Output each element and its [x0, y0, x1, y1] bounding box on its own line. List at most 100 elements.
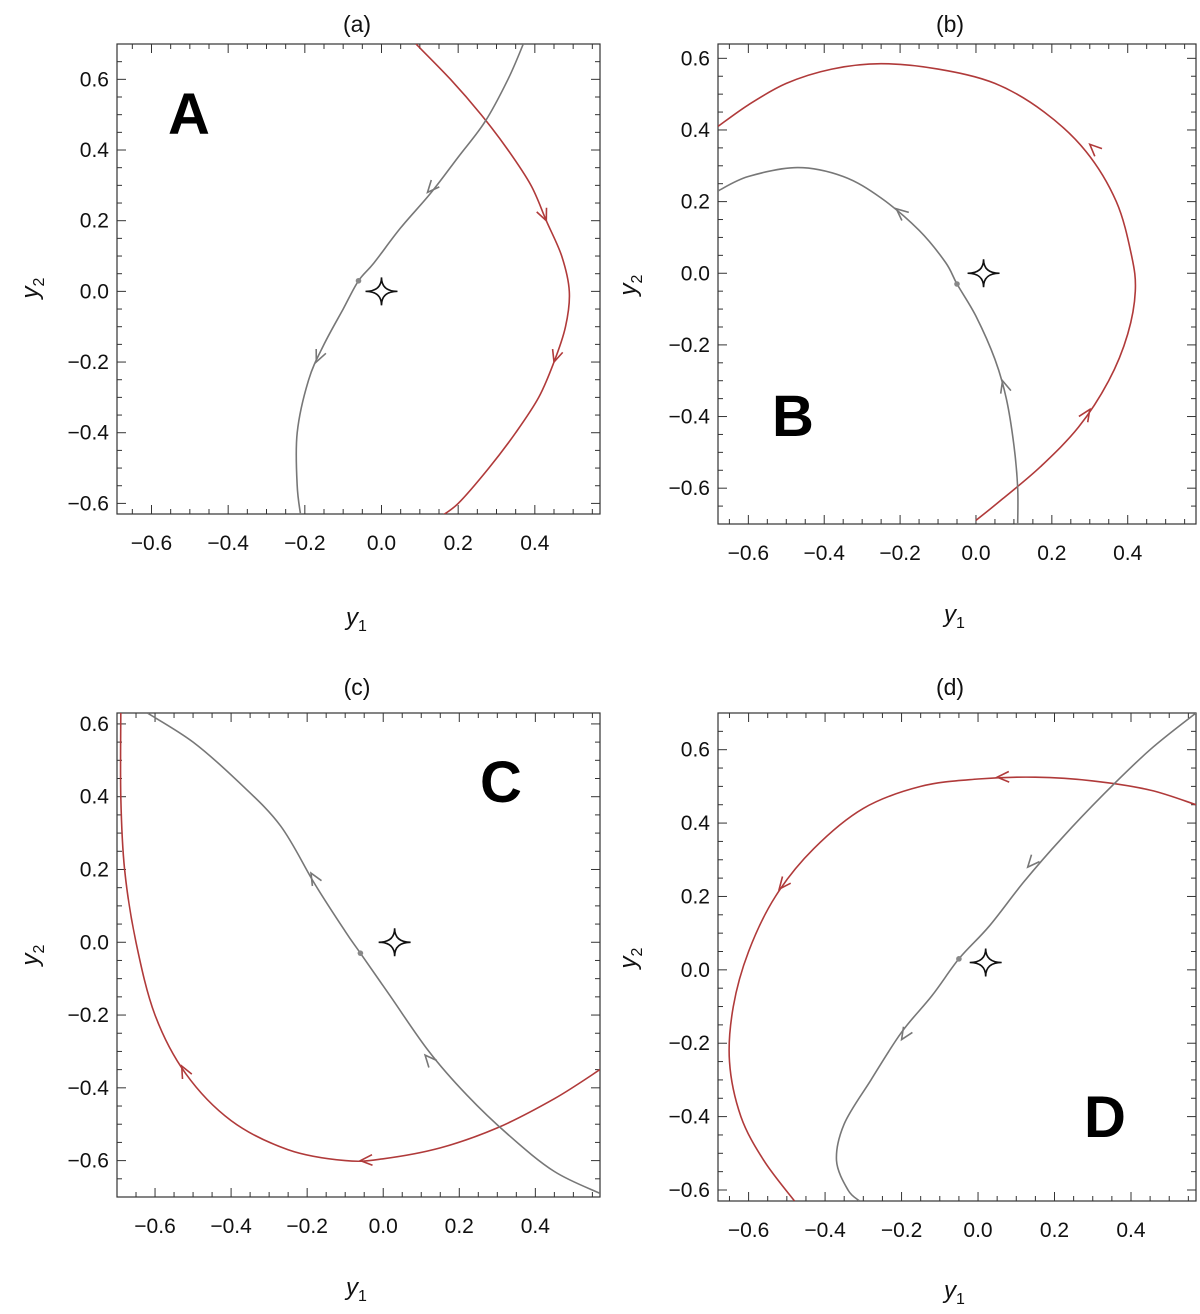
direction-arrow — [894, 207, 910, 221]
panel-d-markers — [956, 948, 1002, 977]
y-tick-label: 0.4 — [681, 119, 711, 142]
y-tick-label: 0.2 — [681, 191, 710, 214]
panel-a-xlabel-text: y — [344, 604, 360, 631]
series-clip-group — [728, 713, 1196, 1201]
y-tick-label: 0.4 — [681, 812, 711, 835]
panel-b: (b) −0.6 −0.4 −0.2 0.0 0.2 0.4 −0.6 −0.4 −0.2 0.… — [615, 11, 1197, 632]
x-tick-label: −0.4 — [210, 1215, 252, 1238]
panel-c-markers — [357, 928, 411, 957]
x-tick-label: 0.2 — [1040, 1219, 1069, 1242]
y-tick-label: 0.6 — [681, 47, 710, 70]
x-tick-label: 0.4 — [521, 1215, 551, 1238]
x-tick-label: 0.4 — [1116, 1219, 1146, 1242]
panel-a-y-ticks: −0.6 −0.4 −0.2 0.0 0.2 0.4 0.6 — [68, 61, 600, 515]
series-line-2 — [835, 713, 1196, 1201]
series-line-2 — [718, 166, 1019, 524]
panel-c-ylabel: y2 — [17, 944, 48, 967]
x-tick-label: −0.6 — [728, 1219, 769, 1242]
direction-arrow — [310, 871, 322, 887]
series-clip-group — [718, 62, 1137, 524]
panel-c-xlabel: y1 — [344, 1274, 367, 1305]
panel-a-xlabel: y1 — [344, 604, 367, 635]
y-tick-label: 0.6 — [80, 713, 109, 736]
series-line-1 — [415, 44, 571, 514]
y-tick-label: −0.2 — [669, 334, 710, 357]
lens-point-marker — [956, 956, 962, 962]
direction-arrow — [1078, 407, 1091, 423]
y-tick-label: −0.4 — [669, 406, 711, 429]
panel-b-series — [718, 62, 1137, 524]
y-tick-label: 0.0 — [80, 931, 109, 954]
panel-d-series — [728, 713, 1196, 1201]
axis-label-subscript: 1 — [956, 615, 965, 632]
y-tick-label: 0.2 — [80, 858, 109, 881]
panel-b-x-ticks: −0.6 −0.4 −0.2 0.0 0.2 0.4 — [728, 44, 1186, 565]
direction-arrow — [180, 1064, 193, 1080]
axis-label-subscript: 1 — [358, 1288, 367, 1305]
axis-label-subscript: 2 — [629, 274, 646, 283]
direction-arrow — [777, 876, 792, 891]
panel-b-title: (b) — [936, 11, 964, 37]
axis-label-subscript: 1 — [956, 1291, 965, 1308]
lens-point-marker — [355, 277, 362, 284]
panel-b-y-ticks: −0.6 −0.4 −0.2 0.0 0.2 0.4 0.6 — [669, 47, 1196, 507]
direction-arrow — [536, 207, 548, 223]
x-tick-label: −0.4 — [804, 1219, 846, 1242]
panel-d-xlabel-text: y — [942, 1277, 958, 1304]
direction-arrow — [423, 1053, 438, 1068]
caustic-marker — [365, 277, 398, 306]
x-tick-label: −0.2 — [879, 542, 920, 565]
panel-a-letter: A — [168, 82, 210, 147]
panel-d-ylabel-text: y — [615, 954, 642, 970]
y-tick-label: −0.2 — [68, 351, 109, 374]
x-tick-label: −0.2 — [881, 1219, 922, 1242]
x-tick-label: 0.2 — [444, 532, 473, 555]
x-tick-label: −0.6 — [728, 542, 769, 565]
panel-a-x-ticks: −0.6 −0.4 −0.2 0.0 0.2 0.4 — [131, 44, 593, 555]
lens-point-marker — [357, 950, 364, 956]
y-tick-label: −0.2 — [669, 1032, 710, 1055]
direction-arrow — [551, 349, 564, 364]
panel-d-ylabel: y2 — [615, 947, 646, 970]
y-tick-label: 0.4 — [80, 786, 110, 809]
direction-arrow — [900, 1026, 913, 1042]
panel-a-ylabel-text: y — [17, 284, 44, 300]
y-tick-label: 0.0 — [681, 262, 710, 285]
panel-c-xlabel-text: y — [344, 1274, 360, 1301]
direction-arrow — [358, 1153, 373, 1167]
axis-label-subscript: 2 — [31, 944, 48, 953]
panel-b-markers — [954, 259, 1000, 288]
y-tick-label: 0.0 — [80, 280, 109, 303]
x-tick-label: 0.0 — [367, 532, 396, 555]
panel-c-letter: C — [480, 750, 522, 815]
y-tick-label: 0.2 — [80, 210, 109, 233]
panel-b-xlabel-text: y — [942, 601, 958, 628]
x-tick-label: −0.2 — [284, 532, 325, 555]
panel-a-ylabel: y2 — [17, 277, 48, 300]
y-tick-label: 0.0 — [681, 959, 710, 982]
x-tick-label: 0.0 — [963, 1219, 992, 1242]
direction-arrow — [315, 348, 327, 364]
axis-label-subscript: 2 — [629, 947, 646, 956]
x-tick-label: 0.0 — [369, 1215, 398, 1238]
y-tick-label: −0.4 — [68, 1077, 110, 1100]
y-tick-label: −0.4 — [68, 422, 110, 445]
panel-c-y-ticks: −0.6 −0.4 −0.2 0.0 0.2 0.4 0.6 — [68, 713, 600, 1180]
y-tick-label: 0.6 — [80, 68, 109, 91]
direction-arrow — [1088, 142, 1103, 157]
panel-c: (c) −0.6 −0.4 −0.2 0.0 0.2 0.4 −0.6 −0.4 −0.2 0.… — [17, 674, 601, 1305]
axis-label-subscript: 2 — [31, 277, 48, 286]
y-tick-label: −0.6 — [68, 1150, 109, 1173]
x-tick-label: 0.4 — [520, 532, 550, 555]
panel-b-ylabel: y2 — [615, 274, 646, 297]
x-tick-label: 0.2 — [1037, 542, 1066, 565]
direction-arrow — [999, 378, 1012, 394]
series-line-1 — [718, 62, 1137, 522]
panel-d-x-ticks: −0.6 −0.4 −0.2 0.0 0.2 0.4 — [728, 713, 1189, 1242]
series-line-1 — [119, 713, 600, 1163]
panel-c-ylabel-text: y — [17, 951, 44, 967]
panel-a-series — [295, 44, 571, 514]
x-tick-label: 0.4 — [1113, 542, 1143, 565]
series-line-2 — [295, 44, 525, 514]
